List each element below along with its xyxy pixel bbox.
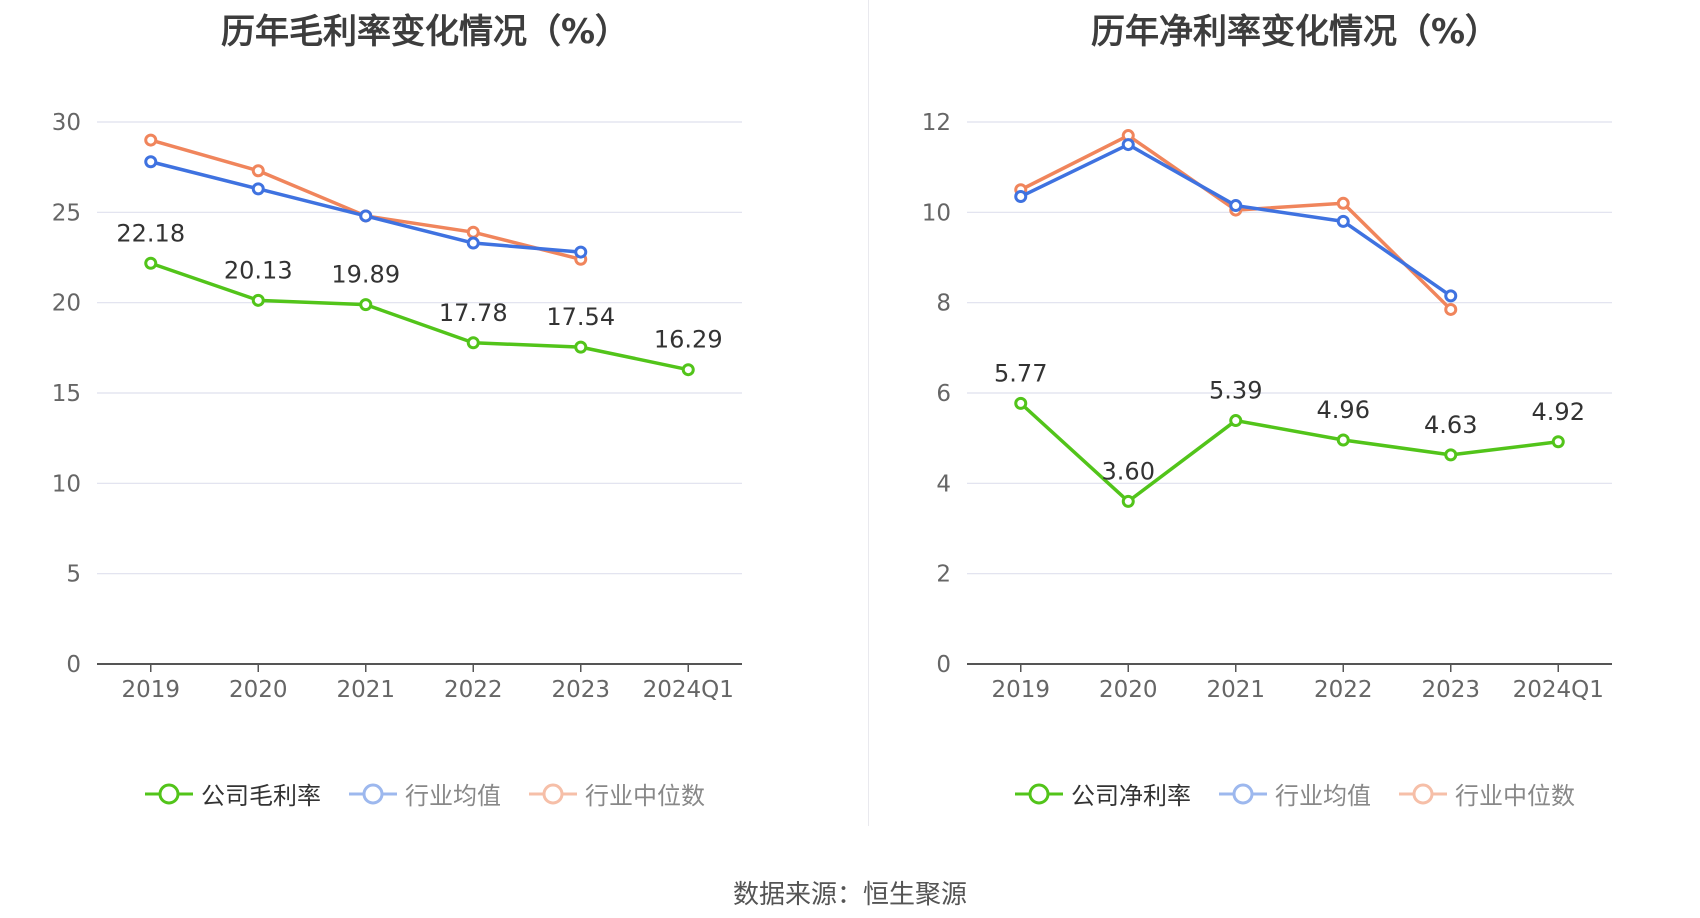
legend-item-median[interactable]: 行业中位数: [1399, 776, 1575, 811]
legend-label: 公司净利率: [1071, 782, 1191, 810]
data-point-median: [251, 164, 265, 178]
data-point-avg: [1014, 190, 1028, 204]
data-label: 16.29: [654, 326, 723, 354]
y-tick-label: 4: [936, 471, 951, 497]
data-point-avg: [1336, 214, 1350, 228]
x-tick-label: 2019: [991, 677, 1050, 703]
data-source: 数据来源：恒生聚源: [732, 880, 967, 910]
data-label: 22.18: [116, 219, 185, 247]
series-line-avg: [150, 160, 581, 254]
data-point-company: [1551, 435, 1565, 449]
data-point-avg: [359, 209, 373, 223]
y-tick-label: 0: [936, 652, 951, 678]
legend-item-company[interactable]: 公司毛利率: [145, 776, 321, 811]
gross-margin-chart: 0 5 10 15 20 25 30 2019 2020 2021 2022 2023 2024Q1 22…: [52, 110, 742, 703]
legend-line-icon: [349, 783, 397, 804]
chart-legend: 公司毛利率 行业均值 行业中位数: [0, 776, 850, 811]
data-point-avg: [251, 182, 265, 196]
x-tick-label: 2022: [1314, 677, 1373, 703]
data-point-company: [359, 298, 373, 312]
chart-title: 历年毛利率变化情况（%）: [220, 12, 630, 52]
legend-line-icon: [1015, 783, 1063, 804]
data-point-company: [1014, 396, 1028, 410]
y-tick-label: 10: [52, 471, 81, 497]
data-point-median: [466, 225, 480, 239]
y-tick-label: 30: [52, 110, 81, 136]
y-tick-label: 6: [936, 381, 951, 407]
data-label: 5.77: [994, 359, 1047, 387]
y-tick-label: 10: [922, 200, 951, 226]
y-tick-label: 8: [936, 291, 951, 317]
legend-line-icon: [145, 783, 193, 804]
gross-margin-panel: 历年毛利率变化情况（%） 0 5 10 15 20 25 30 2019 2020 2021 202…: [0, 0, 850, 830]
data-point-avg: [1121, 138, 1135, 152]
data-point-company: [574, 340, 588, 354]
legend-label: 公司毛利率: [201, 782, 321, 810]
x-tick-label: 2020: [229, 677, 288, 703]
data-point-median: [1336, 196, 1350, 210]
legend-line-icon: [529, 783, 577, 804]
y-tick-label: 2: [936, 562, 951, 588]
series-line-median: [1019, 133, 1452, 311]
x-tick-label: 2024Q1: [1513, 677, 1604, 703]
y-tick-label: 12: [922, 110, 951, 136]
data-point-company: [144, 256, 158, 270]
legend-item-median[interactable]: 行业中位数: [529, 776, 705, 811]
legend-label: 行业均值: [1275, 782, 1371, 810]
legend-label: 行业均值: [405, 782, 501, 810]
y-tick-label: 20: [52, 291, 81, 317]
data-label: 5.39: [1209, 377, 1262, 405]
x-tick-label: 2023: [1421, 677, 1480, 703]
data-point-avg: [466, 236, 480, 250]
series-line-median: [150, 138, 582, 262]
y-tick-label: 25: [52, 200, 81, 226]
data-label: 17.54: [546, 303, 615, 331]
data-point-avg: [574, 245, 588, 259]
data-label: 3.60: [1102, 457, 1155, 485]
data-point-company: [1336, 433, 1350, 447]
chart-title: 历年净利率变化情况（%）: [1090, 12, 1500, 52]
y-tick-label: 5: [66, 562, 81, 588]
x-tick-label: 2024Q1: [643, 677, 734, 703]
series-line-company: [150, 261, 689, 372]
legend-item-company[interactable]: 公司净利率: [1015, 776, 1191, 811]
x-tick-label: 2019: [121, 677, 180, 703]
data-point-company: [466, 336, 480, 350]
y-tick-label: 0: [66, 652, 81, 678]
net-margin-panel: 历年净利率变化情况（%） 0 2 4 6 8 10 12 2019 2020 2021 2022 20…: [870, 0, 1700, 830]
legend-item-avg[interactable]: 行业均值: [349, 776, 501, 811]
data-point-avg: [1444, 289, 1458, 303]
legend-item-avg[interactable]: 行业均值: [1219, 776, 1371, 811]
net-margin-chart: 0 2 4 6 8 10 12 2019 2020 2021 2022 2023 2024Q1 5.77 3…: [922, 110, 1612, 703]
data-point-company: [1444, 448, 1458, 462]
data-point-median: [144, 133, 158, 147]
data-label: 4.96: [1317, 396, 1370, 424]
data-point-company: [251, 293, 265, 307]
x-tick-label: 2022: [444, 677, 503, 703]
series-line-avg: [1019, 142, 1452, 298]
legend-label: 行业中位数: [1455, 782, 1575, 810]
legend-line-icon: [1399, 783, 1447, 804]
data-point-avg: [1229, 199, 1243, 213]
data-label: 4.92: [1532, 398, 1585, 426]
chart-legend: 公司净利率 行业均值 行业中位数: [870, 776, 1700, 811]
data-point-company: [681, 363, 695, 377]
panel-divider: [868, 0, 869, 826]
data-label: 19.89: [331, 261, 400, 289]
data-point-median: [1444, 302, 1458, 316]
data-label: 17.78: [439, 299, 508, 327]
data-point-avg: [144, 155, 158, 169]
data-point-company: [1229, 414, 1243, 428]
x-tick-label: 2021: [336, 677, 395, 703]
x-tick-label: 2023: [551, 677, 610, 703]
legend-line-icon: [1219, 783, 1267, 804]
x-tick-label: 2021: [1206, 677, 1265, 703]
data-label: 4.63: [1424, 411, 1477, 439]
data-point-company: [1121, 494, 1135, 508]
series-line-company: [1019, 402, 1559, 504]
data-label: 20.13: [224, 256, 293, 284]
x-tick-label: 2020: [1099, 677, 1158, 703]
legend-label: 行业中位数: [585, 782, 705, 810]
y-tick-label: 15: [52, 381, 81, 407]
